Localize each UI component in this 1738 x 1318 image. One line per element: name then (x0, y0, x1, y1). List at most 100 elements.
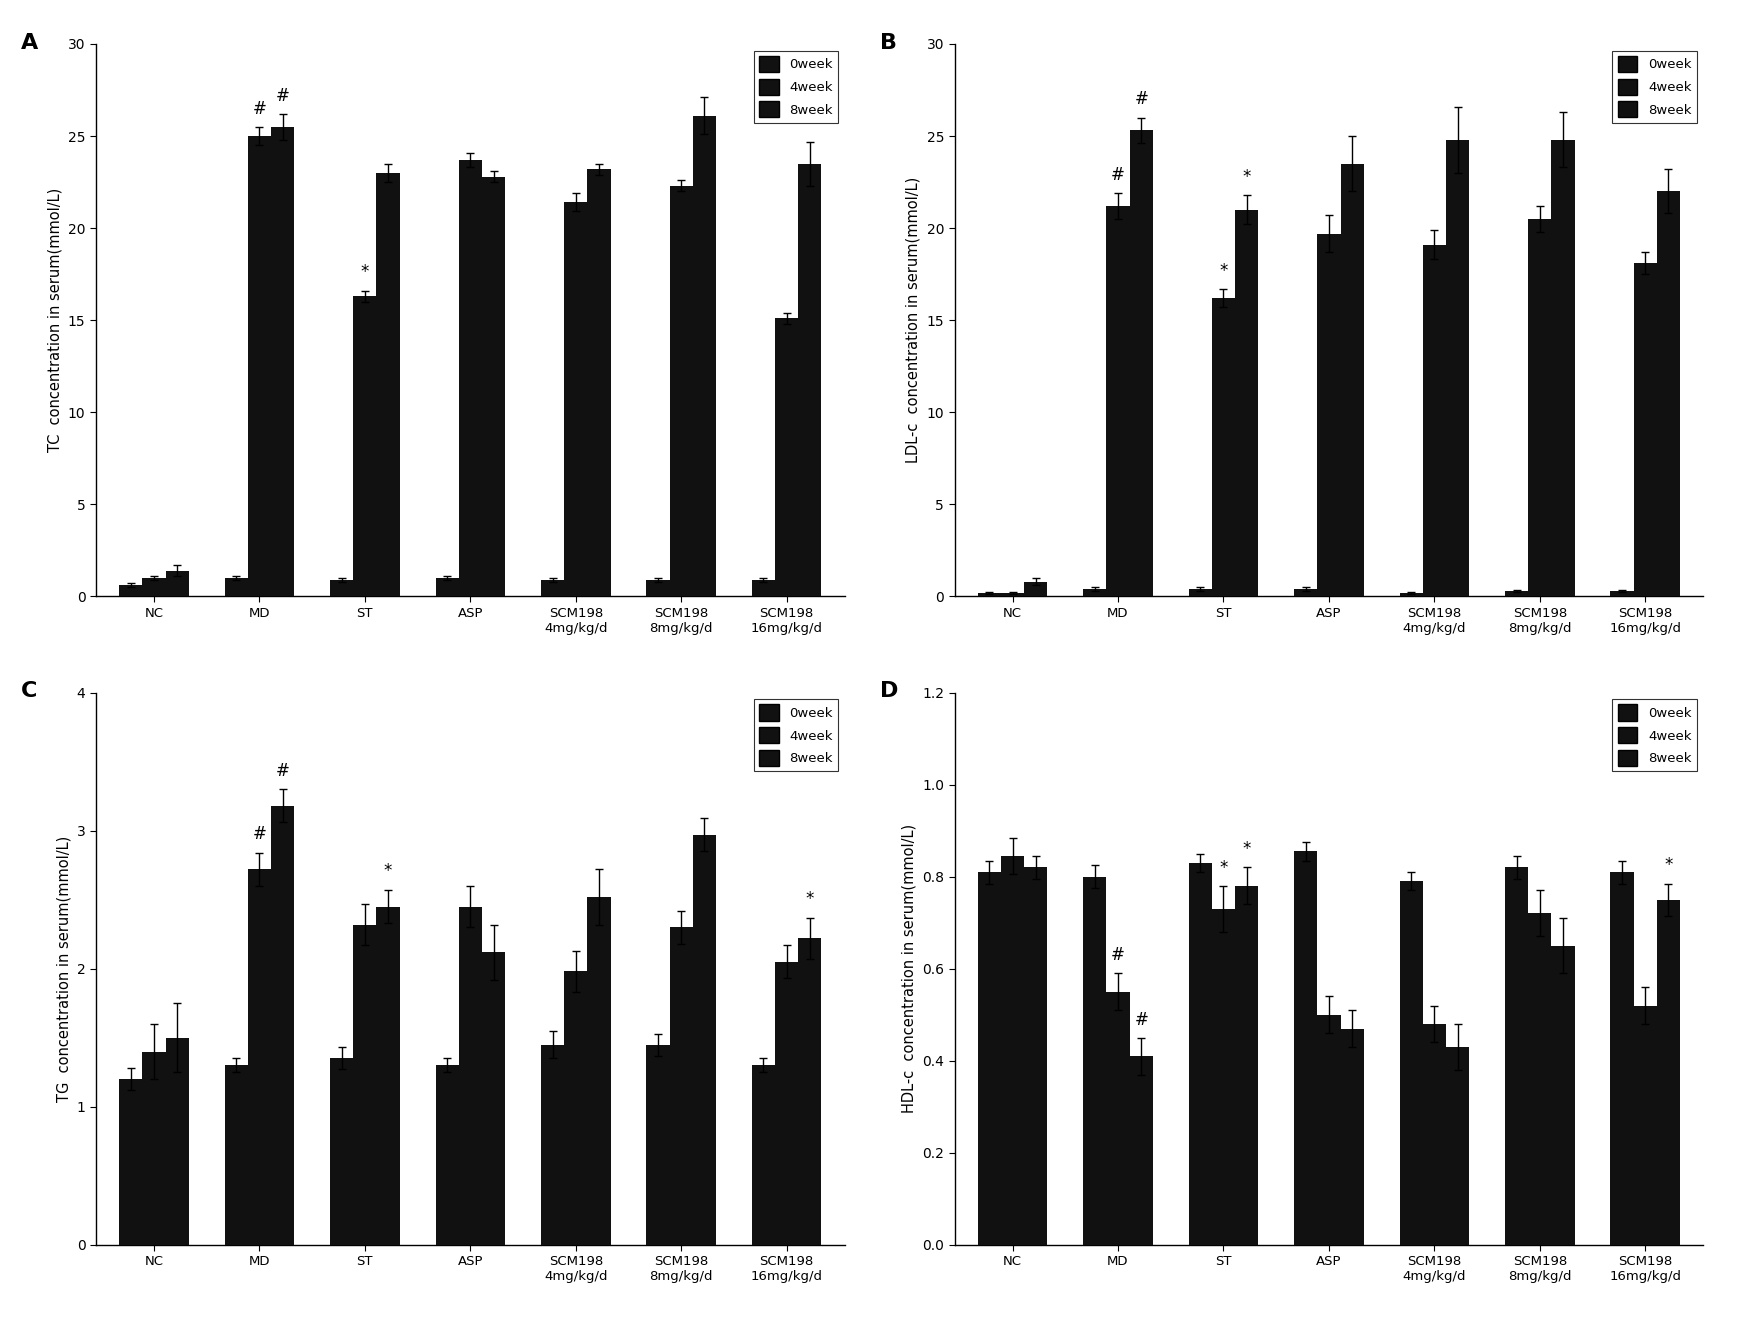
Bar (1001, 855, 1024, 1246)
Bar (1446, 140, 1469, 596)
Bar (353, 297, 377, 596)
Bar (1236, 886, 1258, 1246)
Bar (224, 577, 249, 596)
Bar (1656, 191, 1681, 596)
Bar (1611, 873, 1634, 1246)
Bar (1130, 1056, 1152, 1246)
Bar (798, 938, 822, 1246)
Bar (1399, 593, 1423, 596)
Text: C: C (21, 681, 38, 701)
Bar (1107, 206, 1130, 596)
Text: *: * (806, 890, 813, 908)
Bar (587, 896, 610, 1246)
Bar (459, 159, 481, 596)
Bar (693, 834, 716, 1246)
Text: #: # (1111, 946, 1124, 963)
Bar (271, 805, 294, 1246)
Bar (1211, 298, 1236, 596)
Bar (249, 136, 271, 596)
Bar (1423, 1024, 1446, 1246)
Bar (1024, 867, 1048, 1246)
Bar (541, 1045, 565, 1246)
Legend: 0week, 4week, 8week: 0week, 4week, 8week (1613, 50, 1696, 123)
Bar (669, 928, 693, 1246)
Bar (693, 116, 716, 596)
Bar (1399, 882, 1423, 1246)
Bar (587, 169, 610, 596)
Bar (120, 1079, 143, 1246)
Text: #: # (252, 100, 266, 117)
Bar (1552, 140, 1575, 596)
Text: *: * (384, 862, 393, 880)
Y-axis label: TC  concentration in serum(mmol/L): TC concentration in serum(mmol/L) (47, 188, 63, 452)
Bar (1634, 264, 1656, 596)
Bar (1083, 876, 1107, 1246)
Bar (1317, 1015, 1340, 1246)
Bar (1340, 163, 1364, 596)
Bar (1189, 863, 1211, 1246)
Bar (1505, 590, 1528, 596)
Bar (436, 1065, 459, 1246)
Bar (565, 202, 587, 596)
Bar (1295, 589, 1317, 596)
Bar (165, 571, 189, 596)
Bar (1083, 589, 1107, 596)
Y-axis label: TG  concentration in serum(mmol/L): TG concentration in serum(mmol/L) (56, 836, 71, 1102)
Bar (377, 907, 400, 1246)
Bar (753, 580, 775, 596)
Text: *: * (1665, 857, 1672, 874)
Bar (1236, 210, 1258, 596)
Bar (1295, 851, 1317, 1246)
Bar (165, 1037, 189, 1246)
Bar (1317, 233, 1340, 596)
Bar (481, 952, 506, 1246)
Y-axis label: LDL-c  concentration in serum(mmol/L): LDL-c concentration in serum(mmol/L) (905, 177, 921, 463)
Bar (1189, 589, 1211, 596)
Bar (377, 173, 400, 596)
Text: *: * (1243, 167, 1251, 186)
Text: *: * (362, 264, 368, 282)
Bar (1505, 867, 1528, 1246)
Bar (436, 577, 459, 596)
Bar (753, 1065, 775, 1246)
Bar (647, 580, 669, 596)
Legend: 0week, 4week, 8week: 0week, 4week, 8week (754, 50, 838, 123)
Text: A: A (21, 33, 38, 53)
Bar (1211, 909, 1236, 1246)
Bar (978, 873, 1001, 1246)
Bar (353, 924, 377, 1246)
Bar (143, 577, 165, 596)
Text: #: # (276, 762, 290, 779)
Text: *: * (1243, 841, 1251, 858)
Bar (775, 318, 798, 596)
Legend: 0week, 4week, 8week: 0week, 4week, 8week (1613, 699, 1696, 771)
Bar (669, 186, 693, 596)
Text: #: # (1111, 166, 1124, 185)
Text: #: # (1135, 1011, 1149, 1028)
Bar (459, 907, 481, 1246)
Bar (1656, 900, 1681, 1246)
Bar (1528, 913, 1552, 1246)
Bar (1552, 946, 1575, 1246)
Bar (271, 127, 294, 596)
Bar (1446, 1046, 1469, 1246)
Bar (1340, 1028, 1364, 1246)
Bar (775, 962, 798, 1246)
Text: D: D (879, 681, 899, 701)
Bar (541, 580, 565, 596)
Y-axis label: HDL-c  concentration in serum(mmol/L): HDL-c concentration in serum(mmol/L) (902, 824, 916, 1114)
Bar (1611, 590, 1634, 596)
Bar (1130, 130, 1152, 596)
Text: #: # (276, 87, 290, 104)
Bar (647, 1045, 669, 1246)
Bar (224, 1065, 249, 1246)
Text: *: * (1220, 261, 1227, 279)
Text: *: * (1220, 858, 1227, 876)
Bar (249, 870, 271, 1246)
Legend: 0week, 4week, 8week: 0week, 4week, 8week (754, 699, 838, 771)
Bar (330, 580, 353, 596)
Bar (1634, 1006, 1656, 1246)
Bar (143, 1052, 165, 1246)
Bar (1001, 593, 1024, 596)
Bar (1107, 991, 1130, 1246)
